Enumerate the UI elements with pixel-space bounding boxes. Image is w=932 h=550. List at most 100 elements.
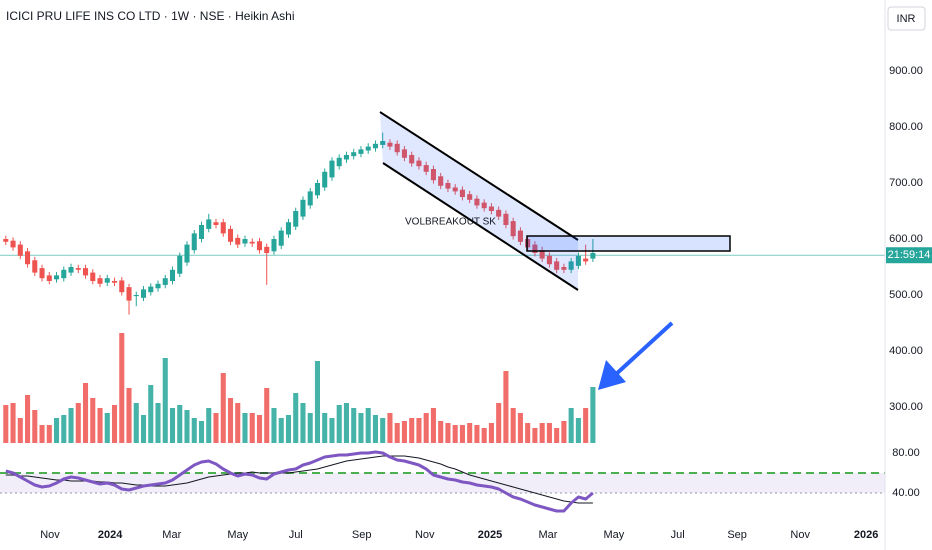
volume-bar xyxy=(503,371,509,443)
candle-body xyxy=(191,233,197,251)
x-tick-label: May xyxy=(604,529,625,541)
x-tick-label: 2025 xyxy=(478,529,502,541)
volume-bar xyxy=(169,408,176,443)
candle-body xyxy=(235,237,241,245)
volume-bar xyxy=(481,428,487,443)
volume-bar xyxy=(17,418,23,443)
x-tick-label: Sep xyxy=(352,529,372,541)
volume-bar xyxy=(532,428,538,443)
volume-bar xyxy=(307,413,313,443)
candle-body xyxy=(401,149,407,158)
volume-bar xyxy=(177,405,183,443)
candle-body xyxy=(380,141,386,145)
candle-body xyxy=(358,149,364,154)
y-tick-label: 800.00 xyxy=(889,121,923,133)
candle-body xyxy=(162,278,168,285)
volume-bar xyxy=(336,405,342,443)
volume-bar xyxy=(467,423,473,443)
volume-bar xyxy=(213,413,219,443)
volume-bar xyxy=(575,418,581,443)
candle-body xyxy=(300,199,306,217)
countdown: 21:59:14 xyxy=(888,249,931,261)
last-price-box xyxy=(886,247,932,264)
volume-bar xyxy=(155,403,161,443)
volume-bar xyxy=(53,418,60,443)
candle-body xyxy=(467,194,473,200)
volume-bar xyxy=(133,403,139,443)
candle-body xyxy=(459,189,465,198)
volume-bar xyxy=(314,361,321,443)
volume-bar xyxy=(380,418,386,443)
candle-body xyxy=(546,255,552,265)
candle-body xyxy=(206,219,212,229)
x-tick-label: 2024 xyxy=(98,529,123,541)
y-tick-label: 400.00 xyxy=(889,345,923,357)
volume-bar xyxy=(401,421,407,443)
volume-bar xyxy=(191,418,197,443)
candle-body xyxy=(452,187,458,192)
volume-bar xyxy=(25,395,31,443)
volume-bar xyxy=(271,408,277,443)
candle-body xyxy=(17,244,23,256)
volume-bar xyxy=(293,393,299,443)
arrow-shaft xyxy=(612,321,674,378)
x-tick-label: Mar xyxy=(538,529,557,541)
volume-bar xyxy=(300,403,306,443)
candle-body xyxy=(184,244,190,263)
drawings: VOLBREAKOUT SK xyxy=(379,111,731,390)
candle-body xyxy=(68,266,74,273)
volume-bar xyxy=(278,418,284,443)
candle-body xyxy=(25,251,31,265)
channel-fill xyxy=(380,112,578,290)
candle-body xyxy=(104,278,110,283)
volume-bar xyxy=(242,413,248,443)
candle-body xyxy=(256,241,263,251)
breakout-box xyxy=(526,235,731,252)
volume-bar xyxy=(249,413,255,443)
x-tick-label: Nov xyxy=(415,529,435,541)
volume-bar xyxy=(184,410,190,443)
volume-bar xyxy=(206,408,212,443)
volume-bar xyxy=(496,403,502,443)
volume-bar xyxy=(256,415,263,443)
candle-body xyxy=(336,157,342,167)
candle-body xyxy=(140,289,147,298)
y-tick-label: 300.00 xyxy=(889,401,923,413)
volume-bar xyxy=(546,423,552,443)
candle-body xyxy=(169,269,176,281)
rsi-tick-label: 40.00 xyxy=(892,487,920,499)
candle-body xyxy=(53,275,60,280)
volume-bar xyxy=(97,408,103,443)
candle-body xyxy=(61,269,67,279)
candle-body xyxy=(329,160,335,178)
candle-body xyxy=(554,261,560,270)
rsi-line xyxy=(5,450,594,513)
candle-body xyxy=(510,221,516,237)
x-tick-label: 2026 xyxy=(854,529,878,541)
volume-bar xyxy=(568,408,574,443)
candle-body xyxy=(198,224,205,239)
candle-body xyxy=(46,275,52,281)
rsi-tick-label: 80.00 xyxy=(892,447,920,459)
candle-body xyxy=(445,183,451,189)
volume-bar xyxy=(525,423,531,443)
candle-body xyxy=(278,230,284,246)
volume-bar xyxy=(387,413,393,443)
candle-body xyxy=(438,176,444,186)
x-tick-label: Mar xyxy=(162,529,181,541)
x-tick-label: Nov xyxy=(40,529,60,541)
volume-bar xyxy=(126,388,132,443)
annotation: VOLBREAKOUT SK xyxy=(405,217,496,228)
volume-bar xyxy=(329,418,335,443)
volume-bar xyxy=(148,385,154,443)
candle-body xyxy=(575,255,581,266)
candle-body xyxy=(496,209,502,217)
volume-bar xyxy=(90,398,96,443)
candle-body xyxy=(481,202,487,209)
candle-body xyxy=(372,143,378,149)
candle-body xyxy=(133,294,139,297)
volume-bar xyxy=(82,383,89,443)
candle-body xyxy=(351,152,357,157)
